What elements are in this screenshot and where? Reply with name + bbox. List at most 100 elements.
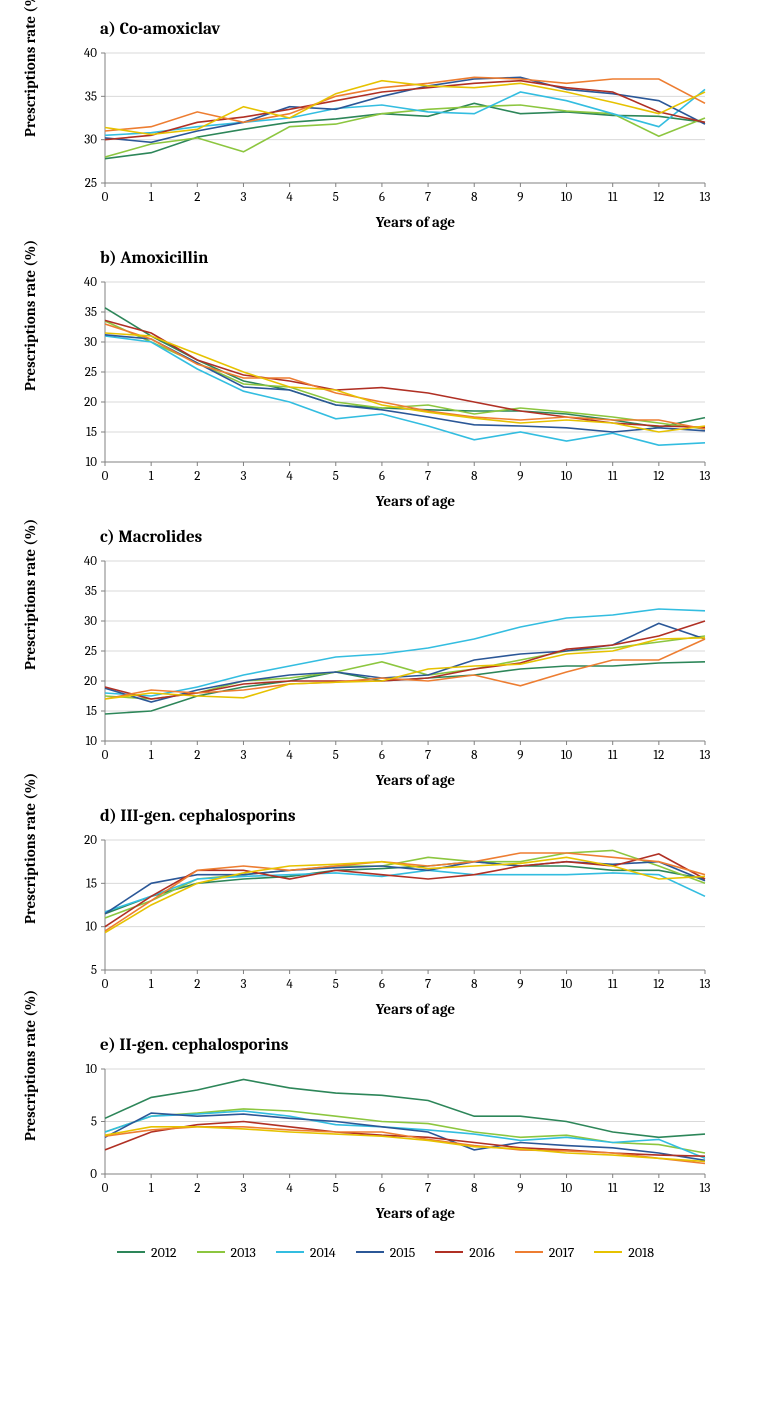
legend-item-2013: 2013 — [197, 1244, 256, 1261]
xtick-label: 11 — [608, 1181, 618, 1196]
chart-e: e) II-gen. cephalosporins Prescriptions r… — [10, 1036, 761, 1222]
xtick-label: 12 — [653, 748, 664, 763]
xtick-label: 13 — [700, 748, 711, 763]
legend-label-2016: 2016 — [469, 1244, 495, 1261]
ytick-label: 40 — [84, 275, 97, 290]
ytick-label: 20 — [84, 674, 97, 689]
series-2016 — [105, 320, 705, 427]
legend: 2012 2013 2014 2015 2016 2017 2018 — [10, 1240, 761, 1261]
xtick-label: 8 — [471, 469, 477, 484]
ylabel-e: Prescriptions rate (%) — [21, 1121, 39, 1141]
xtick-label: 12 — [653, 469, 664, 484]
ytick-label: 10 — [86, 455, 98, 470]
xtick-label: 13 — [700, 977, 711, 992]
ytick-label: 20 — [84, 395, 97, 410]
xtick-label: 0 — [102, 977, 109, 992]
xtick-label: 9 — [517, 748, 523, 763]
chart-title-d: d) III-gen. cephalosporins — [100, 807, 761, 826]
chart-title-c: c) Macrolides — [100, 528, 761, 547]
legend-swatch-2012 — [117, 1251, 145, 1253]
ytick-label: 30 — [84, 614, 97, 629]
xtick-label: 6 — [379, 469, 385, 484]
xtick-label: 2 — [194, 469, 200, 484]
chart-a: a) Co-amoxiclavPrescriptions rate (%)253… — [10, 20, 761, 231]
ytick-label: 25 — [85, 176, 97, 191]
legend-label-2015: 2015 — [390, 1244, 416, 1261]
chart-title-a: a) Co-amoxiclav — [100, 20, 761, 39]
ytick-label: 15 — [86, 425, 97, 440]
xtick-label: 0 — [102, 1181, 109, 1196]
xtick-label: 9 — [517, 190, 523, 205]
xtick-label: 4 — [286, 469, 293, 484]
xtick-label: 11 — [608, 469, 618, 484]
xtick-label: 4 — [286, 190, 293, 205]
xtick-label: 4 — [286, 1181, 293, 1196]
legend-swatch-2015 — [356, 1251, 384, 1253]
chart-c: c) Macrolides Prescriptions rate (%) 10 15 2… — [10, 528, 761, 789]
xtick-label: 7 — [425, 1181, 431, 1196]
chart-wrap-c: Prescriptions rate (%)101520253035400123… — [10, 551, 761, 769]
xtick-label: 13 — [700, 469, 711, 484]
chart-wrap-a: Prescriptions rate (%)253035400123456789… — [10, 43, 761, 211]
page: a) Co-amoxiclavPrescriptions rate (%)253… — [0, 0, 771, 1281]
xtick-label: 5 — [333, 977, 339, 992]
ytick-label: 30 — [84, 335, 97, 350]
xtick-label: 12 — [653, 977, 664, 992]
xtick-label: 2 — [194, 977, 200, 992]
xtick-label: 3 — [240, 190, 246, 205]
xtick-label: 12 — [653, 1181, 664, 1196]
series-2014 — [105, 609, 705, 696]
legend-swatch-2013 — [197, 1251, 225, 1253]
xlabel-c: Years of age — [10, 771, 761, 789]
chart-title-e: e) II-gen. cephalosporins — [100, 1036, 761, 1055]
ytick-label: 25 — [85, 644, 97, 659]
legend-label-2013: 2013 — [231, 1244, 256, 1261]
legend-swatch-2017 — [515, 1251, 543, 1253]
xtick-label: 6 — [379, 748, 385, 763]
xtick-label: 13 — [700, 1181, 711, 1196]
xtick-label: 6 — [379, 1181, 385, 1196]
legend-item-2016: 2016 — [435, 1244, 495, 1261]
legend-label-2017: 2017 — [549, 1244, 575, 1261]
chart-svg-c: 10152025303540012345678910111213 — [10, 551, 735, 769]
xtick-label: 5 — [333, 748, 339, 763]
xtick-label: 3 — [240, 469, 246, 484]
ytick-label: 5 — [91, 963, 97, 978]
ytick-label: 15 — [86, 876, 97, 891]
chart-wrap-b: Prescriptions rate (%)101520253035400123… — [10, 272, 761, 490]
xtick-label: 4 — [286, 977, 293, 992]
series-2014 — [105, 1111, 705, 1158]
xtick-label: 4 — [286, 748, 293, 763]
ytick-label: 5 — [91, 1115, 97, 1130]
ytick-label: 15 — [86, 704, 97, 719]
series-2015 — [105, 77, 705, 142]
chart-svg-d: 5101520012345678910111213 — [10, 830, 735, 998]
legend-swatch-2014 — [276, 1251, 304, 1253]
chart-svg-e: 0510012345678910111213 — [10, 1059, 735, 1202]
ytick-label: 30 — [84, 133, 97, 148]
legend-item-2017: 2017 — [515, 1244, 575, 1261]
xlabel-e: Years of age — [10, 1204, 761, 1222]
xlabel-b: Years of age — [10, 492, 761, 510]
xtick-label: 10 — [561, 190, 573, 205]
xtick-label: 10 — [561, 469, 573, 484]
chart-svg-b: 10152025303540012345678910111213 — [10, 272, 735, 490]
xtick-label: 2 — [194, 748, 200, 763]
legend-item-2012: 2012 — [117, 1244, 177, 1261]
xtick-label: 10 — [561, 748, 573, 763]
ylabel-c: Prescriptions rate (%) — [21, 650, 39, 670]
ytick-label: 0 — [90, 1167, 97, 1182]
xtick-label: 1 — [149, 190, 154, 205]
xtick-label: 12 — [653, 190, 664, 205]
ytick-label: 10 — [86, 734, 98, 749]
xtick-label: 3 — [240, 977, 246, 992]
series-2012 — [105, 862, 705, 914]
xtick-label: 8 — [471, 748, 477, 763]
xtick-label: 11 — [608, 190, 618, 205]
xtick-label: 8 — [471, 977, 477, 992]
xtick-label: 11 — [608, 748, 618, 763]
legend-item-2014: 2014 — [276, 1244, 336, 1261]
ytick-label: 35 — [85, 305, 97, 320]
legend-swatch-2016 — [435, 1251, 463, 1253]
series-2015 — [105, 623, 705, 702]
